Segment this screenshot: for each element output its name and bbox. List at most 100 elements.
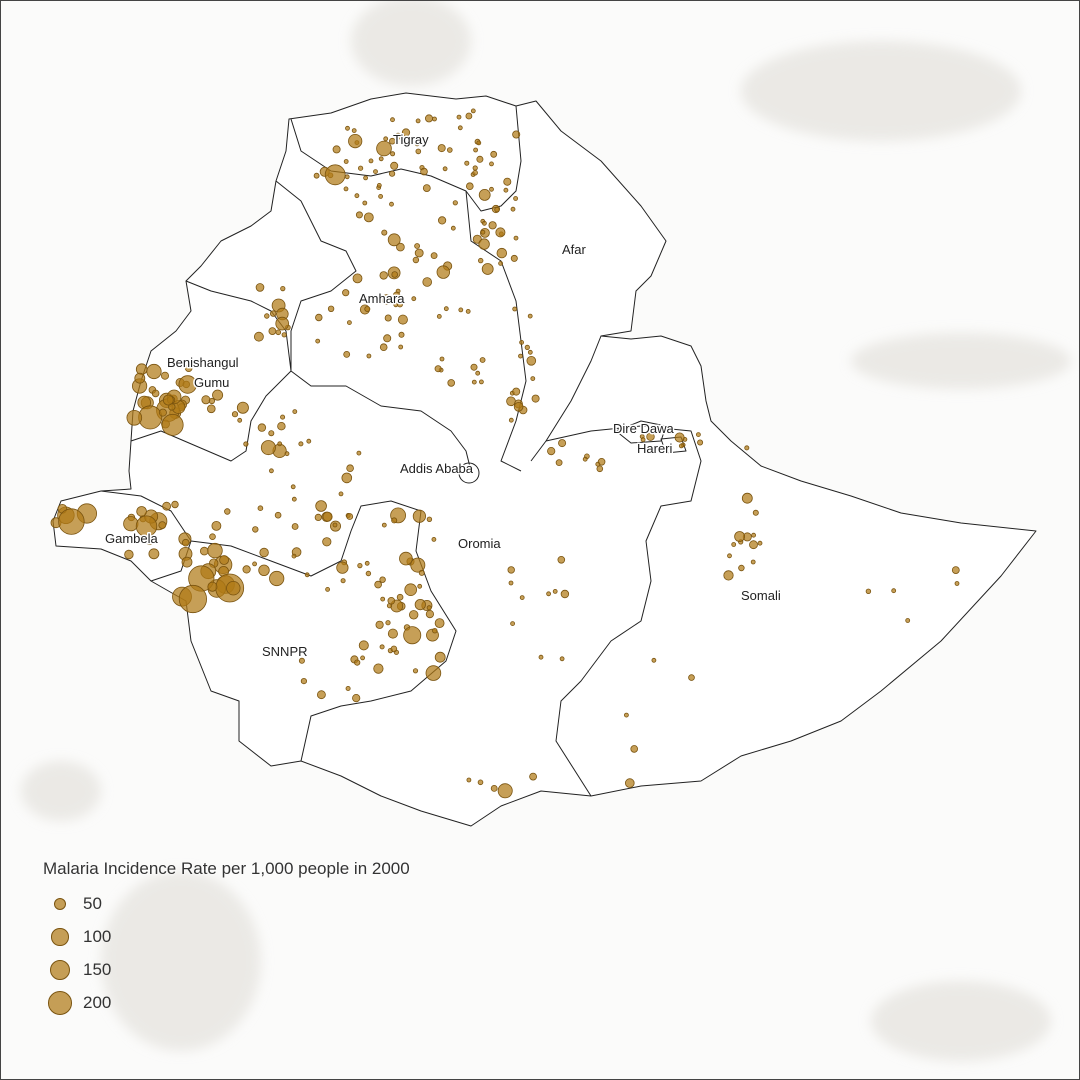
incidence-bubble — [390, 151, 396, 157]
incidence-bubble — [555, 459, 563, 467]
incidence-bubble — [678, 443, 684, 449]
incidence-bubble — [332, 522, 338, 528]
legend-symbol — [49, 959, 71, 981]
incidence-bubble — [258, 564, 270, 577]
incidence-bubble — [513, 401, 524, 412]
incidence-bubble — [252, 526, 259, 533]
region-label-benishangul-line2: Gumu — [194, 375, 229, 390]
legend-label: 100 — [83, 927, 112, 946]
incidence-bubble — [452, 200, 458, 206]
incidence-bubble — [507, 566, 515, 574]
incidence-bubble — [392, 291, 401, 299]
incidence-bubble — [396, 242, 405, 252]
region-label-afar: Afar — [562, 242, 587, 257]
incidence-bubble — [343, 350, 351, 358]
incidence-bubble — [437, 216, 447, 225]
incidence-bubble — [596, 465, 604, 473]
incidence-bubble — [352, 273, 363, 284]
incidence-bubble — [512, 387, 521, 396]
incidence-bubble — [465, 308, 471, 314]
incidence-bubble — [178, 584, 207, 614]
incidence-bubble — [750, 559, 756, 565]
incidence-bubble — [348, 134, 363, 149]
incidence-bubble — [513, 196, 518, 201]
incidence-bubble — [355, 211, 363, 219]
incidence-bubble — [512, 130, 521, 139]
incidence-bubble — [363, 175, 369, 181]
incidence-bubble — [376, 140, 392, 157]
incidence-bubble — [624, 778, 635, 788]
incidence-bubble — [314, 513, 322, 522]
incidence-bubble — [242, 565, 251, 574]
incidence-bubble — [304, 572, 310, 578]
incidence-bubble — [531, 394, 540, 403]
incidence-bubble — [290, 484, 296, 490]
region-labels: Tigray Afar Amhara Benishangul Gumu Dire… — [104, 131, 783, 661]
incidence-bubble — [243, 441, 249, 447]
incidence-bubble — [356, 450, 362, 456]
incidence-bubble — [281, 332, 287, 338]
incidence-bubble — [414, 598, 426, 611]
incidence-bubble — [178, 375, 197, 394]
incidence-bubble — [420, 167, 428, 176]
incidence-bubble — [292, 409, 298, 415]
incidence-bubble — [498, 260, 504, 266]
incidence-bubble — [674, 432, 685, 443]
incidence-bubble — [357, 165, 364, 171]
incidence-bubble — [547, 446, 556, 456]
region-label-oromia: Oromia — [458, 536, 501, 551]
incidence-bubble — [415, 148, 422, 155]
incidence-bubble — [135, 363, 148, 376]
incidence-bubble — [422, 277, 433, 287]
incidence-bubble — [291, 553, 297, 559]
incidence-bubble — [527, 349, 533, 355]
incidence-bubble — [385, 620, 391, 626]
legend-item: 150 — [43, 953, 410, 986]
incidence-bubble — [315, 338, 321, 344]
incidence-bubble — [476, 155, 484, 163]
incidence-bubble — [442, 166, 448, 172]
legend-symbol — [48, 991, 72, 1015]
incidence-bubble — [478, 238, 490, 250]
incidence-bubble — [145, 537, 154, 545]
region-boundaries — [52, 92, 1037, 827]
incidence-bubble — [162, 394, 174, 406]
region-boundary-somali-oromia — [545, 425, 702, 797]
incidence-bubble — [508, 580, 514, 586]
incidence-bubble — [465, 112, 473, 120]
incidence-bubble — [322, 511, 333, 522]
incidence-bubble — [477, 779, 484, 786]
incidence-bubble — [546, 591, 551, 597]
incidence-bubble — [398, 344, 404, 350]
incidence-bubble — [162, 501, 172, 511]
incidence-bubble — [346, 513, 354, 520]
incidence-bubble — [383, 136, 389, 142]
country-outline — [52, 92, 1037, 827]
incidence-bubbles — [50, 108, 960, 799]
incidence-bubble — [731, 542, 737, 547]
incidence-bubble — [365, 570, 372, 577]
incidence-bubble — [417, 583, 423, 589]
incidence-bubble — [425, 609, 434, 619]
incidence-bubble — [434, 651, 446, 663]
incidence-bubble — [519, 595, 525, 600]
incidence-bubble — [270, 310, 277, 317]
incidence-bubble — [380, 596, 386, 602]
incidence-bubble — [231, 411, 239, 418]
incidence-bubble — [327, 305, 335, 312]
incidence-bubble — [354, 193, 360, 199]
incidence-bubble — [481, 220, 487, 226]
incidence-bubble — [488, 221, 497, 230]
incidence-bubble — [158, 408, 167, 417]
incidence-bubble — [434, 618, 445, 628]
incidence-bubble — [506, 396, 516, 407]
incidence-bubble — [338, 491, 344, 497]
incidence-bubble — [181, 556, 193, 568]
region-label-benishangul-line1: Benishangul — [167, 355, 239, 370]
incidence-bubble — [431, 537, 437, 542]
incidence-bubble — [325, 587, 331, 592]
incidence-bubble — [560, 589, 570, 599]
incidence-bubble — [397, 314, 408, 325]
incidence-bubble — [151, 389, 160, 398]
